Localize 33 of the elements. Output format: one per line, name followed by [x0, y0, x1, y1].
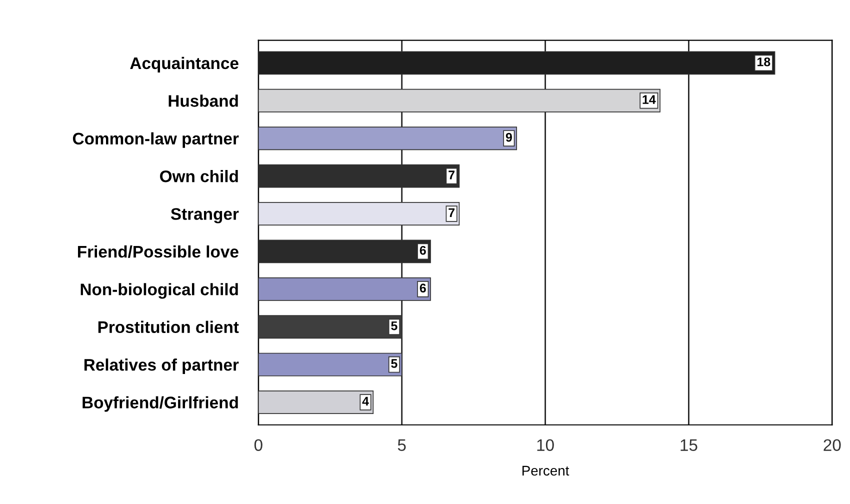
y-tick-label: Friend/Possible love: [78, 245, 238, 258]
bar: [258, 315, 402, 339]
bar: [258, 390, 374, 414]
y-tick-label: Acquaintance: [130, 56, 238, 72]
data-label: 4: [362, 396, 369, 406]
y-tick-label: Prostitution client: [98, 320, 239, 334]
data-label: 5: [391, 359, 398, 368]
x-tick-label: 20: [824, 439, 841, 452]
bar: [258, 202, 460, 226]
data-label: 14: [642, 95, 656, 104]
data-label: 7: [448, 208, 454, 217]
y-tick-label: Non-biological child: [80, 283, 238, 299]
y-tick-label: Own child: [160, 170, 238, 182]
y-tick-label: Stranger: [170, 208, 239, 224]
data-label: 6: [420, 246, 426, 255]
data-label: 9: [506, 132, 512, 142]
y-tick-label: Relatives of partner: [84, 358, 239, 374]
y-tick-label: Boyfriend/Girlfriend: [82, 396, 238, 412]
x-tick-label: 15: [680, 439, 698, 452]
x-axis-title: Percent: [522, 466, 570, 476]
bar: [258, 277, 431, 301]
bar: [258, 88, 660, 112]
x-tick-label: 5: [398, 439, 406, 452]
data-label: 5: [391, 321, 398, 330]
y-tick-label: Common-law partner: [72, 132, 239, 148]
data-label: 7: [448, 170, 454, 180]
data-label: 6: [420, 284, 426, 293]
bar: [258, 352, 402, 376]
y-tick-label: Husband: [168, 94, 238, 107]
bar: [258, 126, 518, 150]
x-tick-label: 0: [254, 439, 262, 452]
x-tick-label: 10: [537, 439, 554, 452]
data-label: 18: [757, 57, 770, 66]
